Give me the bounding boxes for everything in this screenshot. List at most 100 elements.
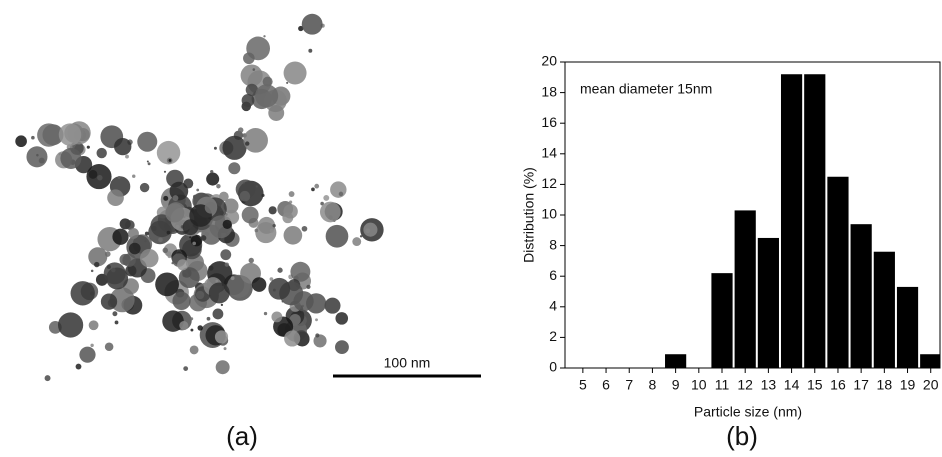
particle xyxy=(26,146,48,168)
particle xyxy=(243,128,268,153)
particle xyxy=(269,277,274,281)
x-tick-label: 11 xyxy=(715,377,730,393)
particle xyxy=(243,52,255,65)
particle xyxy=(268,277,291,300)
particle xyxy=(58,123,82,146)
y-axis-label: Distribution (%) xyxy=(521,167,537,263)
tem-image xyxy=(15,13,384,382)
particle xyxy=(223,198,239,214)
particle xyxy=(122,253,136,267)
y-tick-label: 4 xyxy=(549,298,557,314)
particle xyxy=(293,291,314,312)
particle xyxy=(335,340,349,355)
particle xyxy=(325,224,349,248)
particle xyxy=(178,267,200,289)
particle xyxy=(263,35,266,38)
particle xyxy=(251,277,267,292)
particle xyxy=(168,158,172,162)
particle xyxy=(172,195,179,201)
bar xyxy=(711,273,733,368)
particle xyxy=(125,154,129,159)
particle xyxy=(190,234,203,247)
particle xyxy=(97,175,103,181)
particle xyxy=(237,127,244,133)
particle xyxy=(114,137,132,156)
x-tick-label: 15 xyxy=(807,377,823,393)
particle xyxy=(172,291,191,311)
particle xyxy=(283,225,303,245)
particle xyxy=(147,162,151,166)
particle xyxy=(114,320,119,325)
particle xyxy=(139,248,159,268)
particle xyxy=(222,135,247,160)
particle xyxy=(315,333,320,338)
particle xyxy=(283,204,298,219)
particle xyxy=(220,303,224,307)
particle xyxy=(88,247,108,267)
particle xyxy=(319,201,341,223)
particle xyxy=(204,231,209,237)
particle xyxy=(272,223,276,228)
particle xyxy=(60,147,82,169)
particle xyxy=(125,220,135,230)
particle xyxy=(146,160,149,163)
particle xyxy=(166,230,171,235)
particle xyxy=(104,251,111,257)
particle xyxy=(195,290,205,300)
y-tick-label: 12 xyxy=(541,175,557,191)
particle xyxy=(311,187,315,192)
particle xyxy=(15,135,27,148)
particle xyxy=(240,64,263,87)
particle xyxy=(100,293,118,310)
particle xyxy=(277,267,283,273)
x-axis-label: Particle size (nm) xyxy=(694,404,802,420)
particle xyxy=(132,174,136,178)
particle xyxy=(255,185,259,188)
particle xyxy=(70,281,95,306)
particle xyxy=(338,191,344,197)
particle xyxy=(306,284,311,289)
particle xyxy=(308,48,313,53)
bar xyxy=(757,237,779,368)
particle xyxy=(139,182,150,193)
bar xyxy=(827,176,849,368)
particle xyxy=(165,251,172,257)
particle xyxy=(128,242,141,255)
particle xyxy=(223,347,227,351)
particle xyxy=(289,200,293,204)
particle xyxy=(148,220,172,245)
particle xyxy=(248,257,254,264)
particle xyxy=(192,241,197,246)
y-tick-label: 20 xyxy=(541,53,557,69)
particle xyxy=(220,249,232,261)
particle xyxy=(323,194,330,201)
x-tick-label: 10 xyxy=(691,377,707,393)
particle xyxy=(163,195,169,201)
bar xyxy=(665,354,687,368)
particle xyxy=(228,162,241,175)
particle xyxy=(254,228,259,233)
particle xyxy=(213,146,217,150)
particle xyxy=(241,94,255,107)
particle xyxy=(216,184,221,189)
bar xyxy=(850,224,872,368)
particle xyxy=(31,135,35,140)
particle xyxy=(313,334,327,348)
particle xyxy=(103,262,126,285)
particle xyxy=(197,325,203,331)
particle xyxy=(158,237,163,243)
y-tick-label: 14 xyxy=(541,145,557,161)
particle xyxy=(301,225,308,232)
particle xyxy=(90,269,94,273)
particle xyxy=(125,265,137,277)
particle xyxy=(290,261,311,282)
particle xyxy=(96,147,107,159)
particle xyxy=(189,236,192,239)
particle xyxy=(90,343,94,348)
particle xyxy=(112,228,129,245)
particle xyxy=(222,219,232,229)
particle xyxy=(284,330,301,347)
x-tick-label: 16 xyxy=(830,377,846,393)
particle xyxy=(330,181,347,198)
particle xyxy=(206,172,220,186)
